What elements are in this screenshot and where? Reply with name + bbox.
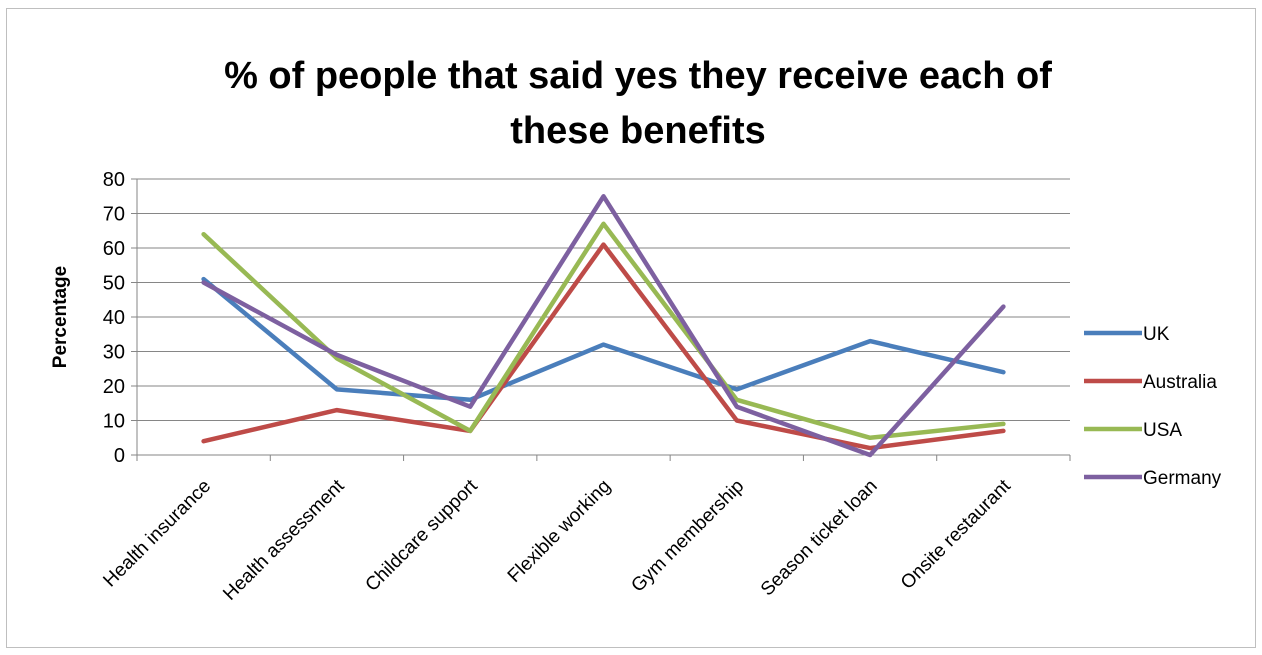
- y-tick-label: 80: [103, 169, 125, 191]
- series-line-australia: [201, 242, 1006, 451]
- y-tick-label: 0: [114, 445, 125, 467]
- y-tick-label: 50: [103, 273, 125, 295]
- axes: [131, 178, 1071, 461]
- chart-title-line-2: these benefits: [510, 110, 766, 152]
- y-tick-label: 60: [103, 238, 125, 260]
- y-axis-label: Percentage: [50, 266, 71, 368]
- legend-label-australia: Australia: [1143, 372, 1217, 393]
- series-line-uk: [201, 276, 1006, 403]
- x-tick-label: Gym membership: [627, 476, 748, 597]
- x-tick-label: Health insurance: [100, 476, 216, 592]
- y-tick-label: 10: [103, 411, 125, 433]
- series-line-germany: [201, 194, 1006, 458]
- y-tick-label: 40: [103, 307, 125, 329]
- x-tick-labels: Health insurance Health assessment Childca…: [100, 475, 1016, 605]
- legend-label-uk: UK: [1143, 324, 1170, 345]
- legend-label-germany: Germany: [1143, 468, 1222, 489]
- series-line-usa: [201, 221, 1006, 441]
- chart-title-line-1: % of people that said yes they receive e…: [224, 55, 1052, 97]
- x-tick-label: Flexible working: [504, 476, 615, 587]
- series-lines: [201, 194, 1006, 458]
- x-tick-label: Childcare support: [362, 475, 483, 596]
- y-tick-label: 20: [103, 376, 125, 398]
- y-tick-labels: 0 10 20 30 40 50 60 70 80: [103, 169, 125, 467]
- legend: UK Australia USA Germany: [1084, 324, 1222, 489]
- y-tick-label: 30: [103, 342, 125, 364]
- x-tick-label: Season ticket loan: [757, 476, 882, 601]
- legend-label-usa: USA: [1143, 420, 1182, 441]
- x-tick-label: Onsite restaurant: [897, 475, 1015, 593]
- y-tick-label: 70: [103, 204, 125, 226]
- chart-frame: [6, 8, 1256, 648]
- x-tick-label: Health assessment: [219, 475, 349, 605]
